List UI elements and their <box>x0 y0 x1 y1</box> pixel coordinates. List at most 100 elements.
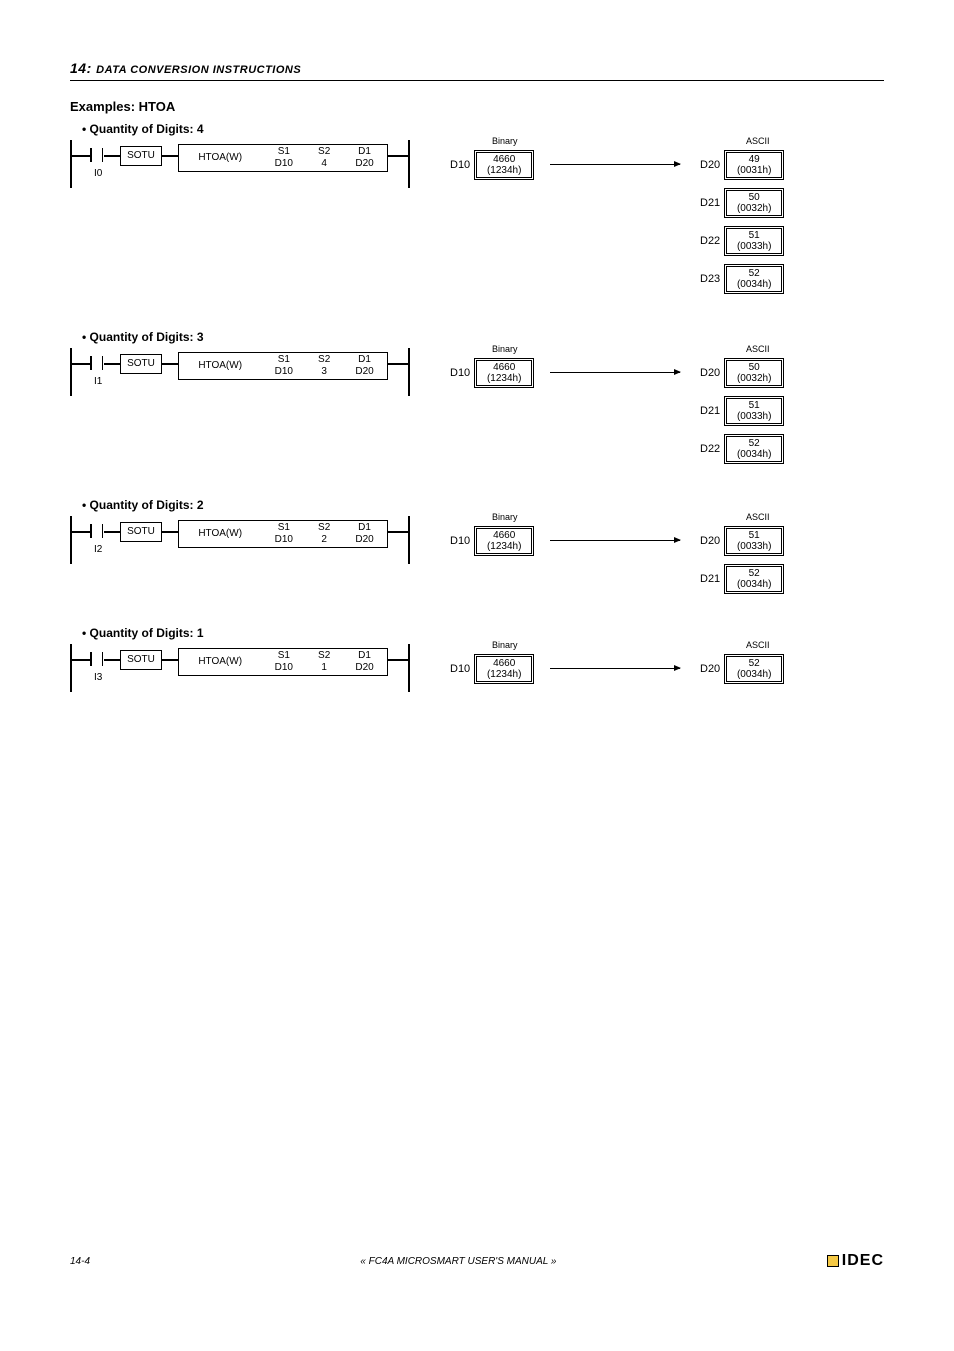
register-label: D10 <box>450 663 470 675</box>
instruction-box: HTOA(W) S1D10 S22 D1D20 <box>178 520 388 548</box>
register-label: D23 <box>700 273 720 285</box>
ladder-diagram: I2 SOTU HTOA(W) S1D10 S22 D1D20 <box>70 516 410 564</box>
ladder-wire <box>162 659 178 661</box>
register-value: 51(0033h) <box>726 398 782 424</box>
instr-s2: S23 <box>306 353 342 379</box>
register-value: 52(0034h) <box>726 266 782 292</box>
register-box: 52(0034h) <box>724 434 784 464</box>
register-value: 50(0032h) <box>726 190 782 216</box>
dest-register: D20 51(0033h) <box>700 526 784 556</box>
register-box: 51(0033h) <box>724 526 784 556</box>
register-box: 4660(1234h) <box>474 654 534 684</box>
instruction-table: HTOA(W) S1D10 S24 D1D20 <box>179 145 387 171</box>
data-flow-diagram: BinaryASCIID10 4660(1234h) D20 51(0033h)… <box>450 516 884 616</box>
instr-d1: D1D20 <box>342 521 387 547</box>
register-box: 4660(1234h) <box>474 150 534 180</box>
register-label: D22 <box>700 235 720 247</box>
ladder-wire <box>388 531 408 533</box>
ladder-rail-left <box>70 140 72 188</box>
page: 14: DATA CONVERSION INSTRUCTIONS Example… <box>0 0 954 1290</box>
ladder-input-label: I1 <box>94 376 102 387</box>
ladder-input-label: I3 <box>94 672 102 683</box>
ladder-contact <box>90 524 103 538</box>
ladder-rail-right <box>408 348 410 396</box>
register-label: D10 <box>450 535 470 547</box>
ladder-wire <box>72 659 90 661</box>
instr-s1: S1D10 <box>261 145 306 171</box>
register-value: 4660(1234h) <box>476 656 532 682</box>
ladder-contact <box>90 356 103 370</box>
example-subtitle: • Quantity of Digits: 4 <box>82 122 884 136</box>
ladder-rail-right <box>408 644 410 692</box>
ladder-wire <box>72 363 90 365</box>
sotu-box: SOTU <box>120 522 162 542</box>
register-label: D10 <box>450 159 470 171</box>
example-row: I3 SOTU HTOA(W) S1D10 S21 D1D20 BinaryAS… <box>70 644 884 704</box>
ascii-column-label: ASCII <box>746 136 770 146</box>
dest-register: D21 52(0034h) <box>700 564 784 594</box>
ladder-rail-left <box>70 348 72 396</box>
register-box: 50(0032h) <box>724 358 784 388</box>
ladder-contact <box>90 148 103 162</box>
register-value: 4660(1234h) <box>476 360 532 386</box>
chapter-title: 14: DATA CONVERSION INSTRUCTIONS <box>70 60 884 81</box>
dest-register: D20 49(0031h) <box>700 150 784 180</box>
instruction-table: HTOA(W) S1D10 S23 D1D20 <box>179 353 387 379</box>
ascii-column-label: ASCII <box>746 640 770 650</box>
sotu-box: SOTU <box>120 146 162 166</box>
instr-s1: S1D10 <box>261 521 306 547</box>
instr-d1: D1D20 <box>342 145 387 171</box>
examples-container: • Quantity of Digits: 4 I0 SOTU HTOA(W) … <box>70 122 884 704</box>
register-label: D20 <box>700 535 720 547</box>
source-register: D10 4660(1234h) <box>450 150 534 180</box>
ladder-wire <box>104 155 120 157</box>
instr-d1: D1D20 <box>342 649 387 675</box>
ladder-wire <box>72 531 90 533</box>
instr-d1: D1D20 <box>342 353 387 379</box>
dest-register: D21 50(0032h) <box>700 188 784 218</box>
ascii-column-label: ASCII <box>746 512 770 522</box>
instr-s1: S1D10 <box>261 353 306 379</box>
page-number: 14-4 <box>70 1256 90 1267</box>
ladder-rail-left <box>70 516 72 564</box>
register-value: 49(0031h) <box>726 152 782 178</box>
ladder-wire <box>162 363 178 365</box>
instr-s2: S24 <box>306 145 342 171</box>
binary-column-label: Binary <box>492 512 518 522</box>
chapter-num: 14: <box>70 60 92 76</box>
instr-name: HTOA(W) <box>179 521 261 547</box>
binary-column-label: Binary <box>492 640 518 650</box>
ladder-wire <box>72 155 90 157</box>
ladder-diagram: I1 SOTU HTOA(W) S1D10 S23 D1D20 <box>70 348 410 396</box>
instruction-box: HTOA(W) S1D10 S23 D1D20 <box>178 352 388 380</box>
ladder-wire <box>162 155 178 157</box>
ladder-diagram: I3 SOTU HTOA(W) S1D10 S21 D1D20 <box>70 644 410 692</box>
ladder-input-label: I0 <box>94 168 102 179</box>
instr-s2: S21 <box>306 649 342 675</box>
register-box: 4660(1234h) <box>474 358 534 388</box>
dest-register: D20 52(0034h) <box>700 654 784 684</box>
register-value: 51(0033h) <box>726 228 782 254</box>
ladder-rail-right <box>408 140 410 188</box>
instr-name: HTOA(W) <box>179 353 261 379</box>
arrow-icon <box>550 372 680 373</box>
arrow-icon <box>550 164 680 165</box>
instruction-box: HTOA(W) S1D10 S21 D1D20 <box>178 648 388 676</box>
instr-name: HTOA(W) <box>179 145 261 171</box>
example-row: I2 SOTU HTOA(W) S1D10 S22 D1D20 BinaryAS… <box>70 516 884 616</box>
arrow-icon <box>550 668 680 669</box>
source-register: D10 4660(1234h) <box>450 526 534 556</box>
source-register: D10 4660(1234h) <box>450 654 534 684</box>
register-label: D20 <box>700 663 720 675</box>
source-register: D10 4660(1234h) <box>450 358 534 388</box>
register-box: 52(0034h) <box>724 654 784 684</box>
logo-square-icon <box>827 1255 839 1267</box>
register-label: D10 <box>450 367 470 379</box>
register-label: D20 <box>700 159 720 171</box>
ladder-wire <box>162 531 178 533</box>
register-value: 52(0034h) <box>726 566 782 592</box>
instruction-table: HTOA(W) S1D10 S22 D1D20 <box>179 521 387 547</box>
instruction-table: HTOA(W) S1D10 S21 D1D20 <box>179 649 387 675</box>
instr-s2: S22 <box>306 521 342 547</box>
instr-s1: S1D10 <box>261 649 306 675</box>
